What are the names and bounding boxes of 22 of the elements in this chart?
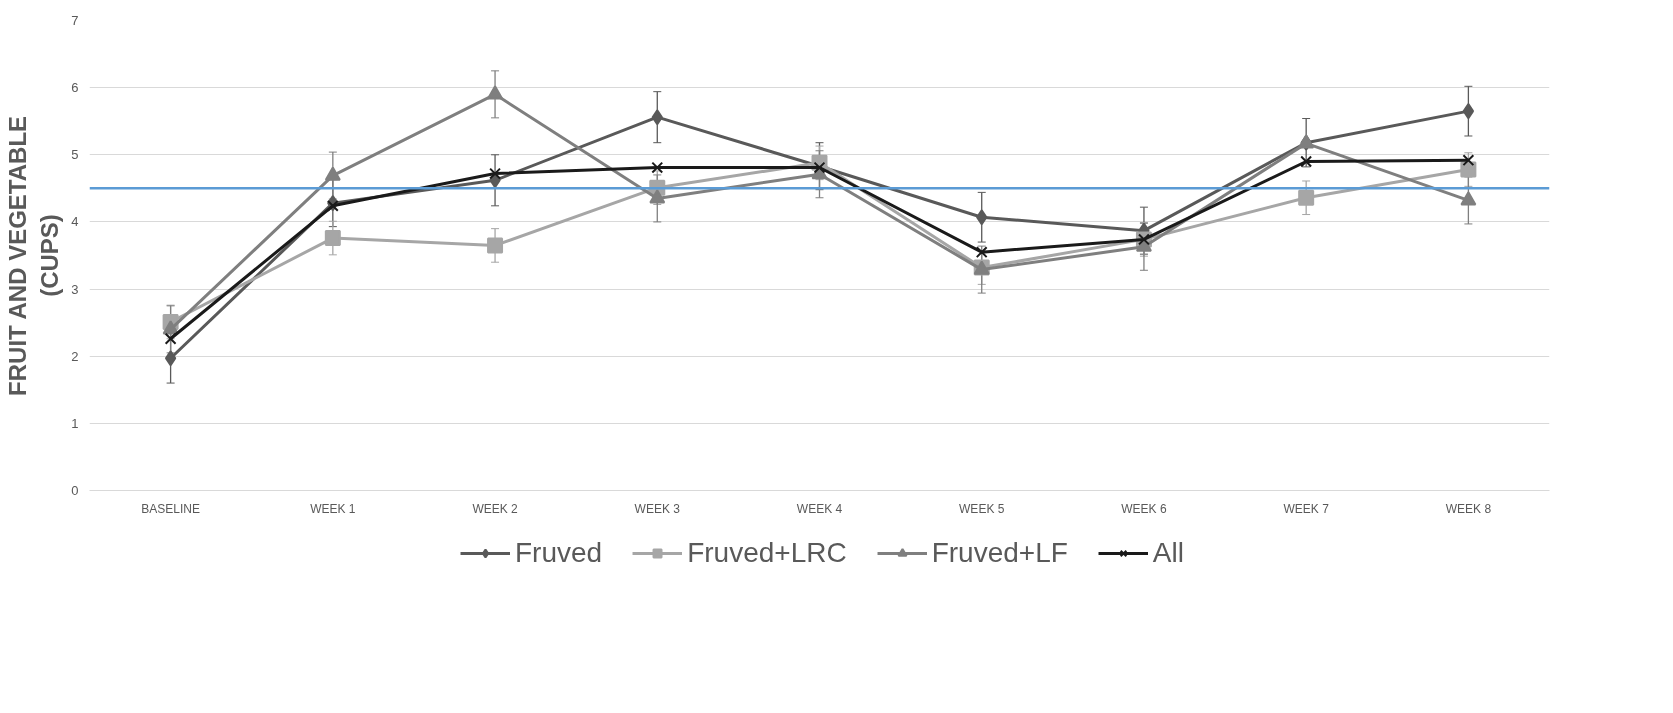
x-tick-label: WEEK 1 xyxy=(310,501,356,516)
y-tick-label: 4 xyxy=(71,214,79,230)
legend-label: All xyxy=(1152,537,1184,569)
legend-label: Fruved xyxy=(515,537,603,569)
y-tick-label: 3 xyxy=(71,281,79,297)
y-tick-label: 6 xyxy=(71,80,79,96)
x-tick-label: BASELINE xyxy=(141,501,200,516)
y-tick-label: 2 xyxy=(71,348,79,364)
y-axis-title: FRUIT AND VEGETABLE (CUPS) xyxy=(3,115,64,396)
x-tick-label: WEEK 6 xyxy=(1121,501,1167,516)
x-tick-label: WEEK 4 xyxy=(796,501,843,516)
legend-label: Fruved+LRC xyxy=(687,537,847,569)
legend-label: Fruved+LF xyxy=(931,537,1068,569)
y-tick-label: 1 xyxy=(71,415,79,431)
x-tick-label: WEEK 2 xyxy=(472,501,519,516)
y-tick-label: 7 xyxy=(71,13,79,28)
x-tick-label: WEEK 7 xyxy=(1283,501,1330,516)
y-tick-label: 5 xyxy=(71,147,79,163)
x-tick-label: WEEK 3 xyxy=(634,501,681,516)
y-tick-label: 0 xyxy=(71,483,79,498)
x-tick-label: WEEK 5 xyxy=(959,501,1005,516)
x-tick-label: WEEK 8 xyxy=(1445,501,1492,516)
